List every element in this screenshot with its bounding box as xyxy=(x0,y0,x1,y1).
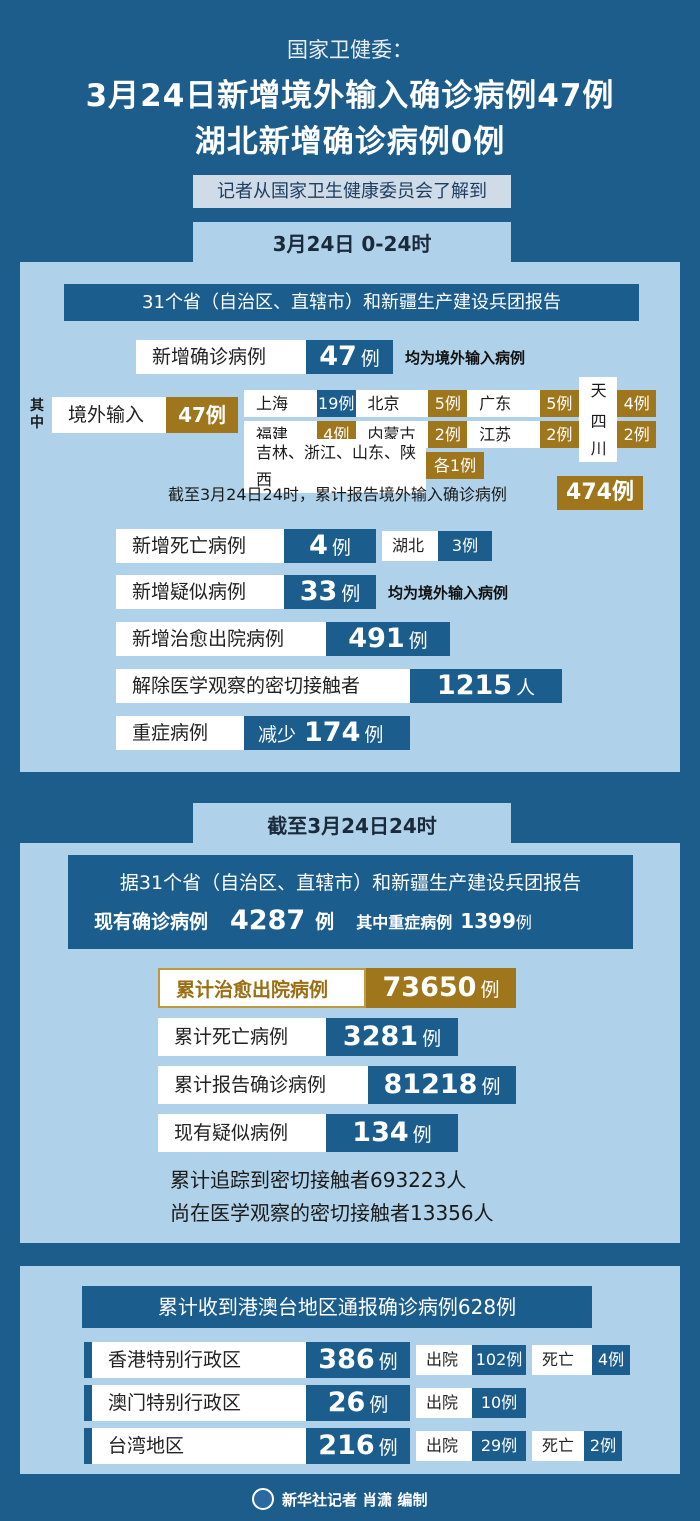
hk-label: 香港特别行政区 xyxy=(84,1342,306,1378)
xinhua-logo-icon xyxy=(252,1488,274,1510)
city-value: 2例 xyxy=(428,421,468,448)
current-box: 据31个省（自治区、直辖市）和新疆生产建设兵团报告 现有确诊病例 4287 例 … xyxy=(68,855,633,949)
current-label: 现有确诊病例 xyxy=(94,911,209,933)
city-name: 北京 xyxy=(355,390,429,417)
cured-value: 491 例 xyxy=(326,622,450,656)
cumulative-imported-value: 474例 xyxy=(557,476,643,510)
side-label: 其中 xyxy=(30,398,44,431)
taiwan-value: 216 例 xyxy=(306,1428,410,1464)
hubei-value: 3例 xyxy=(438,531,492,561)
other-provinces: 吉林、浙江、山东、陕西 xyxy=(244,438,426,493)
suspected-row: 新增疑似病例 33 例 均为境外输入病例 xyxy=(116,575,508,609)
severe-label: 重症病例 xyxy=(116,716,244,750)
city-name: 上海 xyxy=(244,390,317,417)
macao-row: 澳门特别行政区 26 例 出院 10例 xyxy=(84,1385,526,1421)
current-value: 4287 xyxy=(230,905,306,936)
daily-report-bar: 31个省（自治区、直辖市）和新疆生产建设兵团报告 xyxy=(64,284,639,321)
imported-value: 47例 xyxy=(166,397,238,433)
current-severe-label: 其中重症病例 xyxy=(356,912,453,932)
cum-cured-value: 73650 例 xyxy=(366,968,516,1008)
cured-row: 新增治愈出院病例 491 例 xyxy=(116,622,450,656)
city-name: 广东 xyxy=(467,390,541,417)
city-value: 5例 xyxy=(428,390,468,417)
taiwan-death: 2例 xyxy=(584,1431,622,1461)
cum-cured-label: 累计治愈出院病例 xyxy=(158,968,366,1008)
cum-reported-label: 累计报告确诊病例 xyxy=(158,1066,368,1104)
headline-1: 3月24日新增境外输入确诊病例47例 xyxy=(85,78,615,114)
hubei-label: 湖北 xyxy=(382,531,438,561)
severe-row: 重症病例 减少 174 例 xyxy=(116,716,410,750)
cum-suspected-value: 134 例 xyxy=(326,1114,458,1152)
hk-death-label: 死亡 xyxy=(532,1345,592,1375)
suspected-label: 新增疑似病例 xyxy=(116,575,284,609)
cumulative-imported-row: 截至3月24日24时，累计报告境外输入确诊病例 474例 xyxy=(168,476,643,510)
deaths-label: 新增死亡病例 xyxy=(116,529,284,563)
cum-cured-row: 累计治愈出院病例 73650 例 xyxy=(158,968,516,1008)
footer: 新华社记者 肖潇 编制 xyxy=(252,1488,427,1510)
cum-deaths-label: 累计死亡病例 xyxy=(158,1018,326,1056)
hk-death: 4例 xyxy=(592,1345,630,1375)
cumulative-report: 据31个省（自治区、直辖市）和新疆生产建设兵团报告 xyxy=(119,872,582,894)
cumulative-imported-label: 截至3月24日24时，累计报告境外输入确诊病例 xyxy=(168,485,507,504)
hk-row: 香港特别行政区 386 例 出院 102例 死亡 4例 xyxy=(84,1342,630,1378)
current-severe-unit: 例 xyxy=(515,912,532,932)
current-row: 现有确诊病例 4287 例 其中重症病例 1399 例 xyxy=(68,905,633,936)
taiwan-death-label: 死亡 xyxy=(532,1431,584,1461)
city-value: 19例 xyxy=(316,390,356,417)
cum-reported-row: 累计报告确诊病例 81218 例 xyxy=(158,1066,516,1104)
released-value: 1215 人 xyxy=(410,669,562,703)
taiwan-label: 台湾地区 xyxy=(84,1428,306,1464)
city-value: 2例 xyxy=(540,421,579,448)
imported-label: 境外输入 xyxy=(52,397,166,433)
city-value: 5例 xyxy=(540,390,579,417)
new-confirmed-note: 均为境外输入病例 xyxy=(405,348,526,367)
tracked-contacts: 累计追踪到密切接触者693223人 xyxy=(170,1168,467,1192)
macao-discharged: 10例 xyxy=(472,1388,526,1418)
macao-label: 澳门特别行政区 xyxy=(84,1385,306,1421)
taiwan-discharged-label: 出院 xyxy=(416,1431,472,1461)
city-value: 2例 xyxy=(617,421,657,448)
taiwan-discharged: 29例 xyxy=(472,1431,526,1461)
cum-suspected-label: 现有疑似病例 xyxy=(158,1114,326,1152)
city-name: 江苏 xyxy=(467,421,541,448)
city-value: 4例 xyxy=(617,390,657,417)
new-confirmed-label: 新增确诊病例 xyxy=(136,340,306,374)
suspected-value: 33 例 xyxy=(284,575,376,609)
new-confirmed-value: 47 例 xyxy=(306,340,393,374)
city-name: 四川 xyxy=(578,407,618,462)
new-confirmed-row: 新增确诊病例 47 例 均为境外输入病例 xyxy=(136,340,525,374)
imported-row: 境外输入 47例 xyxy=(52,397,238,433)
hk-value: 386 例 xyxy=(306,1342,410,1378)
cum-reported-value: 81218 例 xyxy=(368,1066,516,1104)
released-row: 解除医学观察的密切接触者 1215 人 xyxy=(116,669,562,703)
suspected-note: 均为境外输入病例 xyxy=(388,583,509,602)
cured-label: 新增治愈出院病例 xyxy=(116,622,326,656)
org-title: 国家卫健委： xyxy=(287,38,413,62)
macao-value: 26 例 xyxy=(306,1385,410,1421)
hk-discharged: 102例 xyxy=(472,1345,526,1375)
current-unit: 例 xyxy=(315,911,335,933)
taiwan-row: 台湾地区 216 例 出院 29例 死亡 2例 xyxy=(84,1428,622,1464)
hk-discharged-label: 出院 xyxy=(416,1345,472,1375)
released-label: 解除医学观察的密切接触者 xyxy=(116,669,410,703)
cum-deaths-value: 3281 例 xyxy=(326,1018,458,1056)
current-severe-value: 1399 xyxy=(460,908,516,933)
hmt-title: 累计收到港澳台地区通报确诊病例628例 xyxy=(82,1286,592,1328)
footer-credit: 新华社记者 肖潇 编制 xyxy=(282,1490,428,1509)
source-note: 记者从国家卫生健康委员会了解到 xyxy=(193,175,511,208)
observing-contacts: 尚在医学观察的密切接触者13356人 xyxy=(170,1201,494,1225)
other-provinces-value: 各1例 xyxy=(426,452,484,479)
cum-suspected-row: 现有疑似病例 134 例 xyxy=(158,1114,458,1152)
macao-discharged-label: 出院 xyxy=(416,1388,472,1418)
headline-2: 湖北新增确诊病例0例 xyxy=(194,124,506,160)
severe-value: 减少 174 例 xyxy=(244,716,410,750)
cum-deaths-row: 累计死亡病例 3281 例 xyxy=(158,1018,458,1056)
